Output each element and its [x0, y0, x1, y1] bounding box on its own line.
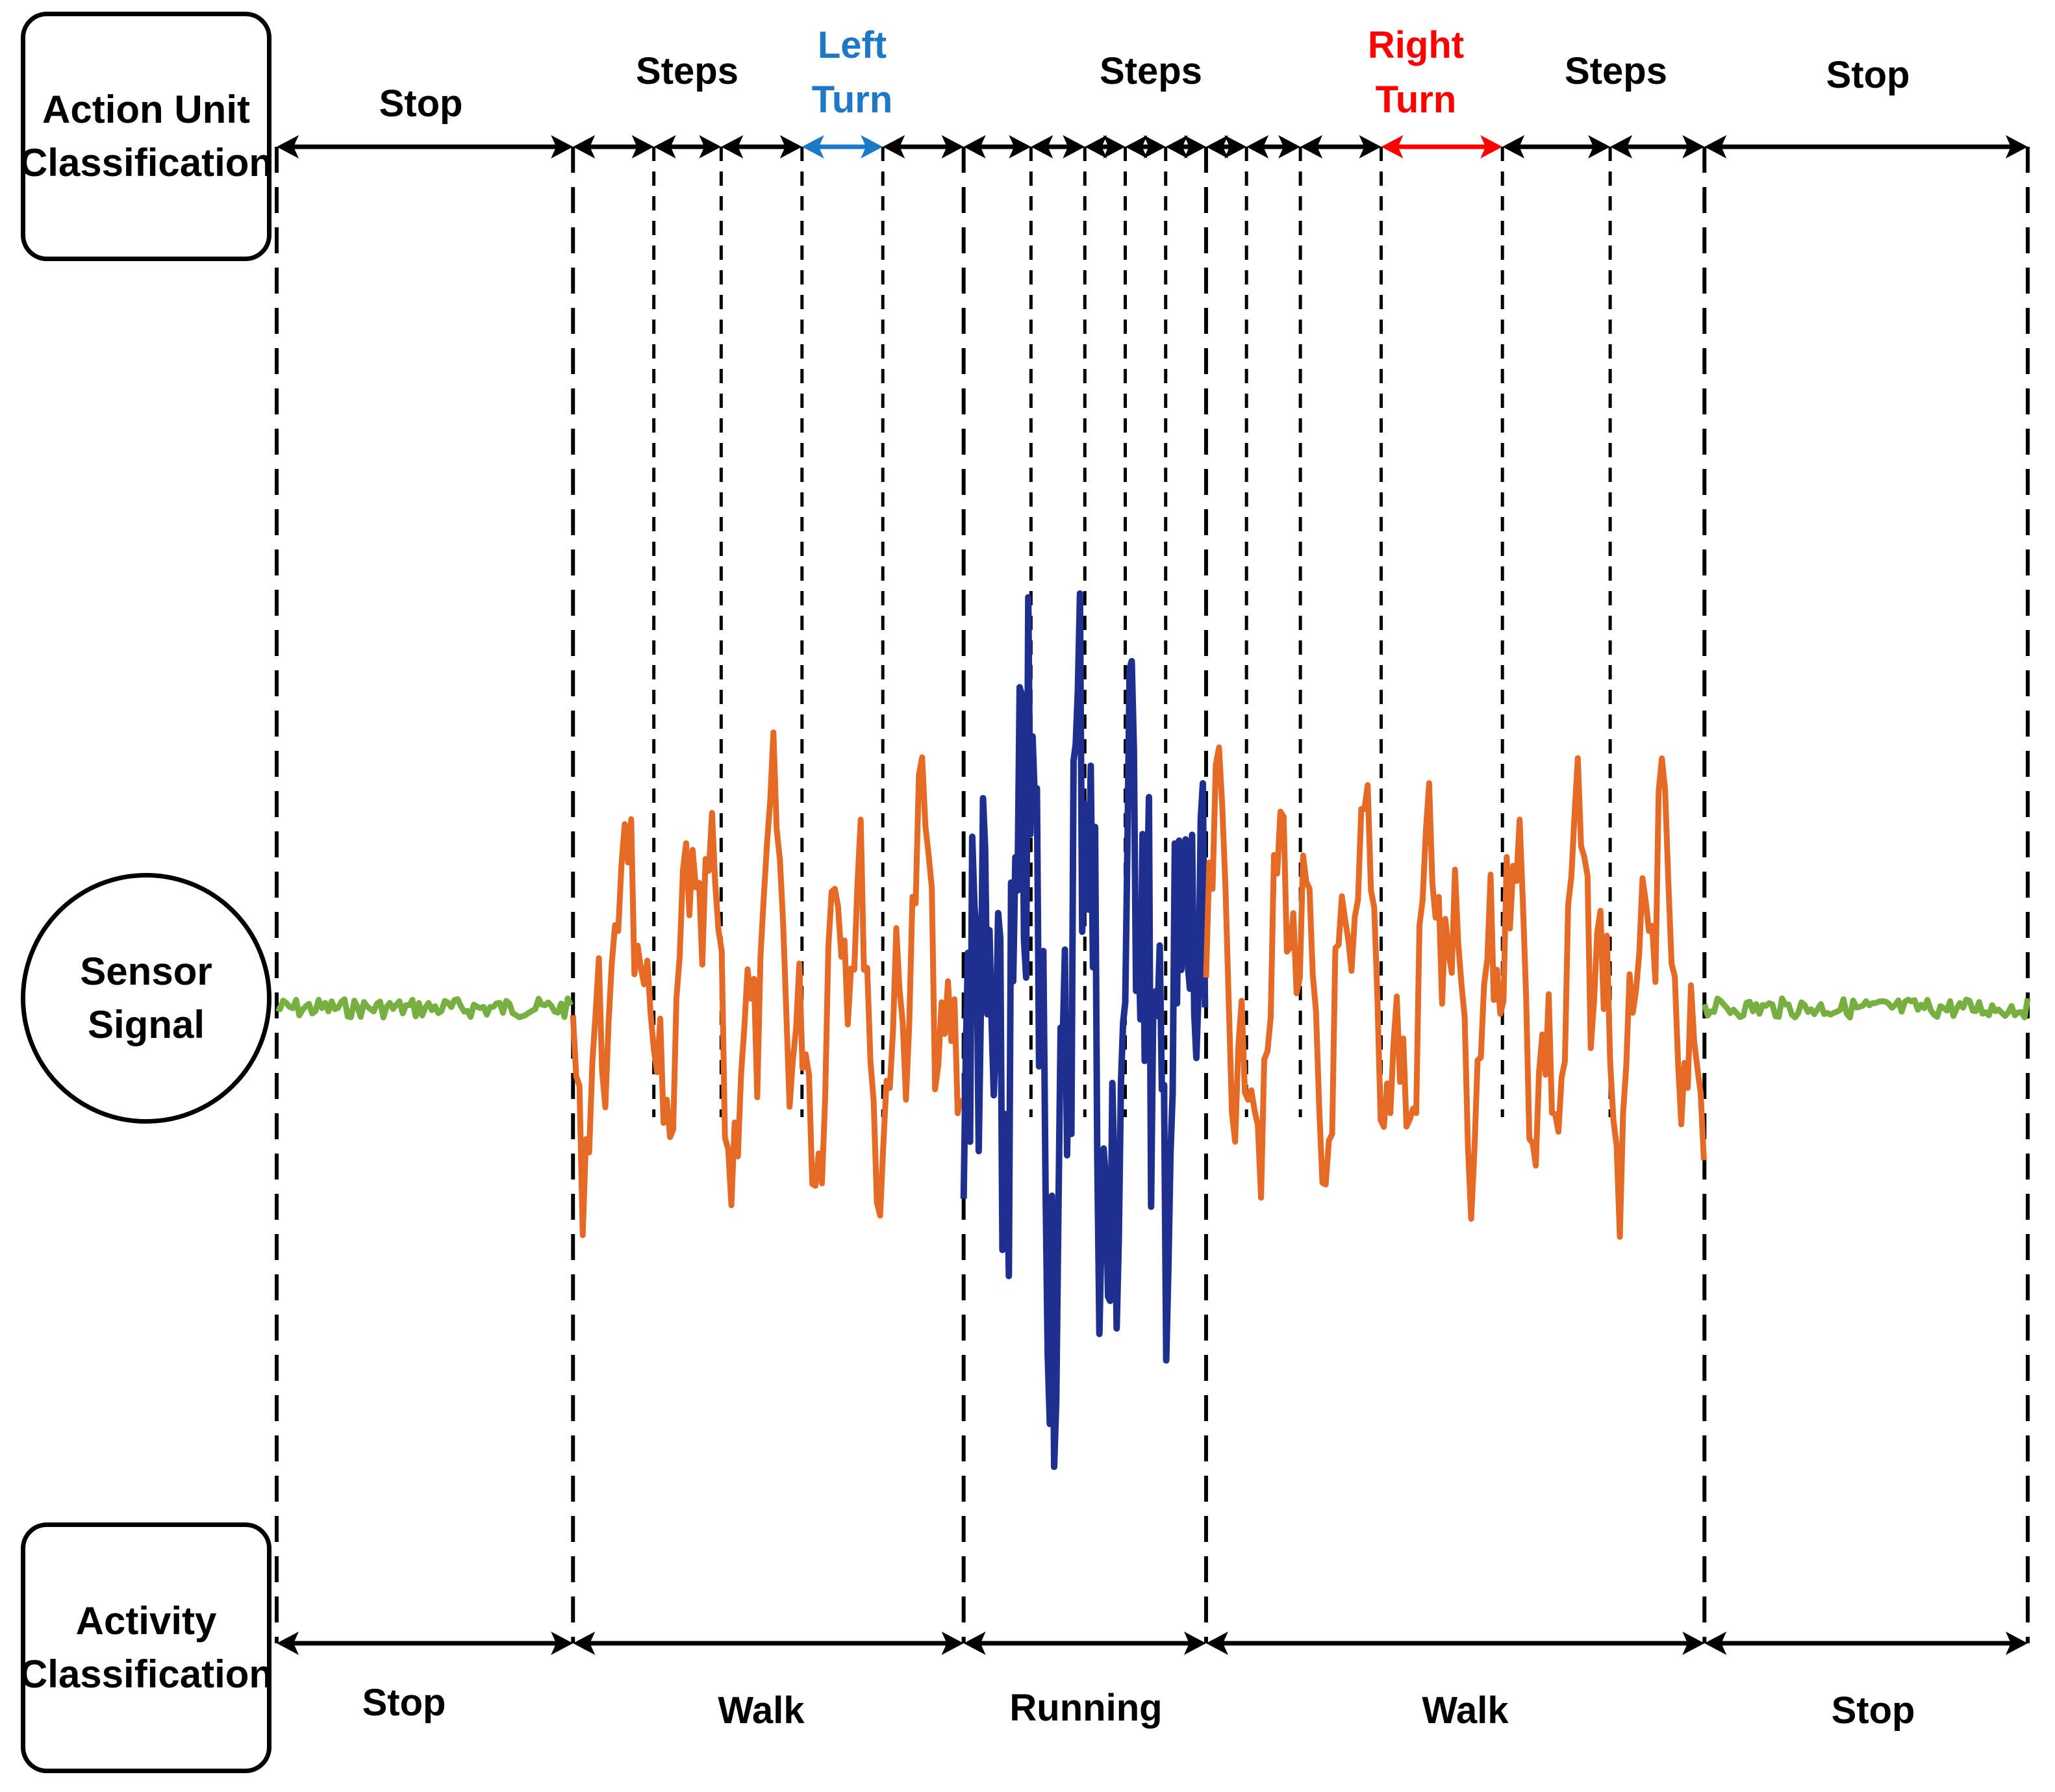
action-unit-arrow-head-left	[963, 135, 986, 158]
stop-signal-right	[1701, 995, 2031, 1021]
action-unit-arrow-head-right	[1224, 135, 1247, 158]
action-unit-arrow-head-left	[801, 135, 824, 158]
action-unit-arrow-head-left	[1205, 135, 1228, 158]
action-unit-arrow-head-right	[1278, 135, 1301, 158]
action-right-turn-label: Right Turn	[1368, 18, 1464, 127]
sensor-label-line2: Signal	[87, 1003, 205, 1046]
activity-arrow-head-right	[1682, 1632, 1705, 1655]
action-unit-arrow-head-right	[699, 135, 722, 158]
activity-walk-1-label: Walk	[718, 1689, 805, 1732]
action-unit-arrow-head-left	[1610, 135, 1633, 158]
action-unit-classification-box: Action Unit Classification	[19, 12, 273, 261]
activity-label-line1: Activity	[75, 1599, 217, 1643]
action-unit-arrow-head-right	[1480, 135, 1503, 158]
action-unit-arrow-head-right	[2006, 135, 2028, 158]
activity-stop-left-label: Stop	[362, 1682, 446, 1724]
activity-arrow-head-right	[1183, 1632, 1206, 1655]
action-unit-arrow-head-left	[277, 135, 299, 158]
action-unit-arrow-head-left	[721, 135, 744, 158]
activity-arrow-head-right	[551, 1632, 574, 1655]
action-unit-arrow-head-right	[631, 135, 654, 158]
action-unit-label-line1: Action Unit	[42, 88, 250, 131]
action-unit-arrow-head-right	[1588, 135, 1611, 158]
action-unit-arrow-head-left	[573, 135, 596, 158]
activity-classification-box: Activity Classification	[19, 1522, 273, 1773]
walk-signal-1	[570, 729, 964, 1239]
action-stop-left-label: Stop	[379, 82, 463, 125]
action-unit-arrow-head-right	[1143, 135, 1166, 158]
sensor-signal-circle: Sensor Signal	[21, 873, 271, 1124]
action-unit-arrow-head-left	[883, 135, 905, 158]
action-unit-arrow-head-right	[1682, 135, 1705, 158]
left-turn-line2: Turn	[811, 79, 893, 121]
action-steps-2-label: Steps	[1100, 50, 1202, 92]
sensor-signal-trace	[275, 590, 2031, 1470]
activity-label-line2: Classification	[19, 1652, 273, 1696]
action-unit-arrow-head-left	[1031, 135, 1053, 158]
right-turn-line1: Right	[1367, 24, 1465, 66]
action-unit-arrow-head-right	[861, 135, 883, 158]
action-unit-arrow-head-left	[1085, 135, 1107, 158]
running-signal	[960, 590, 1209, 1470]
action-unit-arrow-head-left	[653, 135, 676, 158]
activity-arrow-head-left	[1704, 1632, 1727, 1655]
right-turn-line2: Turn	[1375, 79, 1457, 121]
activity-arrow-head-right	[2006, 1632, 2028, 1655]
action-unit-arrow-head-left	[1246, 135, 1269, 158]
action-unit-arrow-head-right	[1359, 135, 1381, 158]
action-unit-arrow-head-right	[551, 135, 574, 158]
action-unit-arrow-head-left	[1704, 135, 1727, 158]
activity-arrow-head-left	[573, 1632, 596, 1655]
activity-arrow-head-right	[941, 1632, 964, 1655]
action-left-turn-label: Left Turn	[812, 18, 893, 127]
activity-running-label: Running	[1009, 1687, 1163, 1729]
stop-signal-left	[275, 995, 574, 1021]
action-unit-arrow-head-right	[1183, 135, 1206, 158]
action-unit-label-line2: Classification	[19, 141, 273, 184]
action-unit-arrow-head-left	[1502, 135, 1525, 158]
action-unit-arrow-head-left	[1165, 135, 1188, 158]
activity-arrow-head-left	[1205, 1632, 1228, 1655]
timeline-arrows	[277, 135, 2028, 1655]
action-unit-arrow-head-left	[1125, 135, 1148, 158]
left-turn-line1: Left	[817, 24, 887, 66]
walk-signal-2	[1203, 744, 1707, 1240]
sensor-label-line1: Sensor	[80, 950, 212, 993]
action-steps-3-label: Steps	[1565, 50, 1667, 92]
action-unit-arrow-head-right	[1009, 135, 1031, 158]
action-steps-1-label: Steps	[636, 50, 738, 92]
action-unit-arrow-head-right	[1103, 135, 1126, 158]
activity-walk-2-label: Walk	[1422, 1689, 1509, 1732]
action-unit-arrow-head-left	[1381, 135, 1404, 158]
action-unit-arrow-head-right	[1063, 135, 1085, 158]
activity-stop-right-label: Stop	[1831, 1689, 1915, 1732]
action-unit-arrow-head-right	[779, 135, 802, 158]
action-stop-right-label: Stop	[1826, 54, 1910, 96]
action-unit-arrow-head-left	[1300, 135, 1323, 158]
activity-arrow-head-left	[963, 1632, 986, 1655]
activity-arrow-head-left	[277, 1632, 299, 1655]
action-unit-arrow-head-right	[941, 135, 964, 158]
